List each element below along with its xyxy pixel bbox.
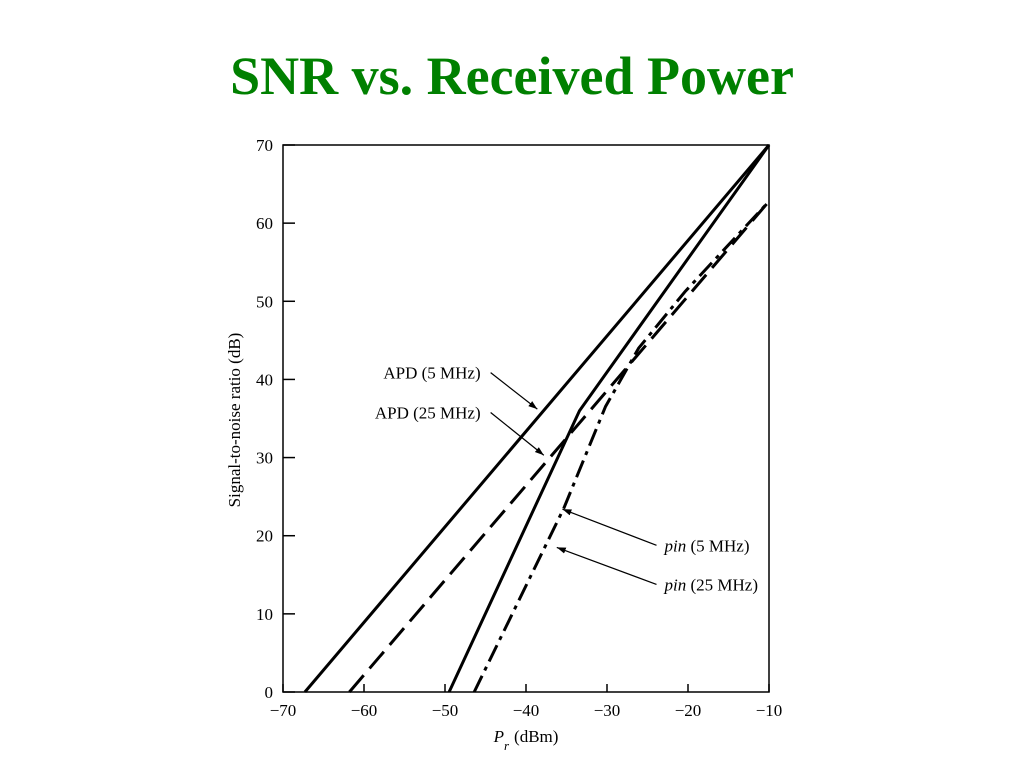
x-axis-label: Pr (dBm) — [493, 727, 559, 753]
annotation-italic-pin25: pin — [664, 575, 687, 594]
y-axis-ticks: 0 10 20 30 40 50 60 70 — [256, 136, 295, 702]
annotation-text-apd25: APD (25 MHz) — [375, 404, 481, 423]
annotation-text-pin25: (25 MHz) — [686, 575, 758, 594]
y-tick-label: 10 — [256, 605, 273, 624]
x-axis-ticks: −70 −60 −50 −40 −30 −20 −10 — [270, 684, 783, 720]
annotation-text-pin5: (5 MHz) — [686, 536, 749, 555]
annotation-label-pin5: pin (5 MHz) — [664, 536, 750, 555]
annotation-label-apd25: APD (25 MHz) — [375, 404, 481, 423]
series-line-pin25 — [472, 200, 771, 693]
series-line-pin5 — [447, 144, 771, 693]
y-tick-label: 40 — [256, 370, 273, 389]
y-tick-label: 0 — [265, 683, 274, 702]
x-tick-label: −70 — [270, 701, 297, 720]
y-tick-label: 50 — [256, 292, 273, 311]
y-tick-label: 60 — [256, 214, 273, 233]
annotation-arrow-apd25 — [490, 412, 545, 456]
annotation-text-apd5: APD (5 MHz) — [383, 364, 480, 383]
x-tick-label: −30 — [594, 701, 621, 720]
x-axis-symbol: P — [493, 727, 504, 746]
series-line-apd25 — [348, 200, 771, 693]
y-tick-label: 20 — [256, 527, 273, 546]
x-tick-label: −40 — [513, 701, 540, 720]
x-tick-label: −10 — [756, 701, 783, 720]
annotation-label-pin25: pin (25 MHz) — [664, 575, 759, 594]
series-layer — [303, 144, 771, 693]
annotation-arrow-pin5 — [562, 508, 657, 546]
slide-title: SNR vs. Received Power — [230, 46, 794, 106]
series-line-apd5 — [303, 144, 771, 693]
x-axis-unit: (dBm) — [514, 727, 558, 746]
plot-frame — [282, 144, 770, 693]
x-axis-subscript: r — [504, 738, 510, 753]
x-tick-label: −60 — [351, 701, 378, 720]
x-tick-label: −50 — [432, 701, 459, 720]
x-tick-label: −20 — [675, 701, 702, 720]
annotation-italic-pin5: pin — [664, 536, 687, 555]
y-tick-label: 70 — [256, 136, 273, 155]
annotation-layer: APD (5 MHz)APD (25 MHz)pin (5 MHz)pin (2… — [375, 364, 758, 595]
annotation-arrow-pin25 — [556, 546, 657, 585]
annotation-arrow-apd5 — [490, 372, 538, 410]
y-axis-label: Signal-to-noise ratio (dB) — [225, 333, 244, 508]
y-tick-label: 30 — [256, 449, 273, 468]
annotation-label-apd5: APD (5 MHz) — [383, 364, 480, 383]
